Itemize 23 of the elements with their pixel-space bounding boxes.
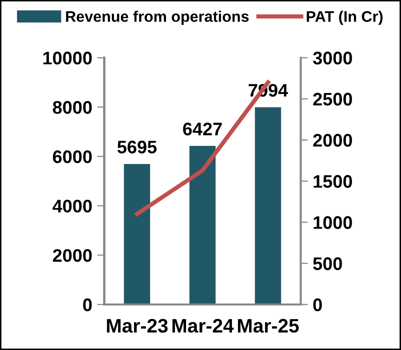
y-tick-label: 8000 xyxy=(52,101,92,114)
y2-tick-label: 3000 xyxy=(312,52,352,64)
y-tick-label: 2000 xyxy=(52,249,92,262)
bar xyxy=(124,164,150,304)
data-label: 6427 xyxy=(183,122,222,136)
bar xyxy=(189,146,216,304)
legend-label: Revenue from operations xyxy=(66,10,249,25)
y2-tick-label: 500 xyxy=(313,257,342,270)
y-tick-label: 10000 xyxy=(43,52,92,64)
x-tick-label: Mar-24 xyxy=(172,318,234,333)
legend-label: PAT (In Cr) xyxy=(306,10,383,25)
y-tick-label: 0 xyxy=(83,298,92,312)
y2-tick-label: 1500 xyxy=(314,175,352,188)
x-tick-label: Mar-25 xyxy=(238,318,299,333)
x-tick-label: Mar-23 xyxy=(106,318,168,333)
data-label: 5695 xyxy=(117,140,157,154)
y2-tick-label: 1000 xyxy=(314,216,352,229)
y2-tick-label: 2500 xyxy=(313,92,352,106)
bar xyxy=(254,107,282,304)
y2-tick-label: 2000 xyxy=(313,134,352,147)
y-tick-label: 4000 xyxy=(52,200,92,213)
y2-tick-label: 0 xyxy=(313,298,322,312)
y-tick-label: 6000 xyxy=(52,150,92,164)
